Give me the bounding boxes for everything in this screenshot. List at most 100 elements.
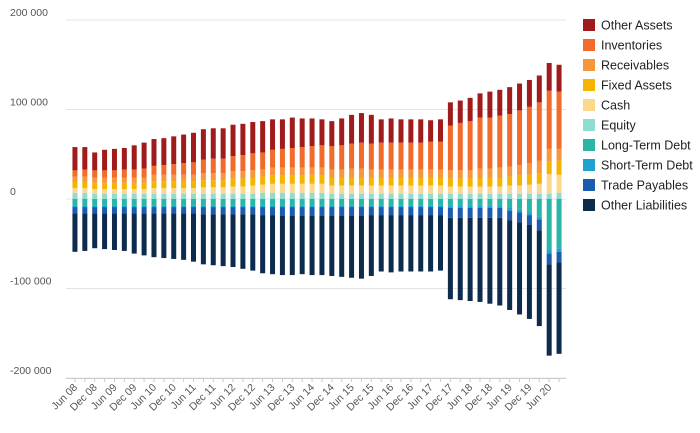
bar-segment [447, 170, 453, 179]
bar-segment [111, 189, 117, 194]
bar-segment [378, 169, 384, 178]
bar-segment [309, 146, 315, 168]
bar-segment [279, 175, 285, 184]
bar-segment [270, 192, 276, 199]
bar-segment [398, 177, 404, 186]
bar-segment [339, 207, 345, 217]
bar-segment [151, 139, 157, 166]
y-tick-label: 200 000 [10, 7, 48, 19]
bar-segment [141, 168, 147, 178]
bar-segment [408, 177, 414, 186]
bar-segment [299, 118, 305, 148]
legend-item[interactable]: Equity [583, 119, 636, 133]
bar-segment [161, 188, 167, 194]
bar-segment [270, 149, 276, 168]
bar-segment [200, 180, 206, 188]
bar-segment [111, 182, 117, 190]
bar-segment [428, 199, 434, 206]
legend-item[interactable]: Trade Payables [583, 179, 688, 193]
bar-segment [161, 207, 167, 214]
bar-segment [546, 199, 552, 251]
bar-segment [526, 212, 532, 216]
legend-label: Receivables [601, 59, 669, 73]
bar-segment [497, 207, 503, 218]
bar-segment [368, 205, 374, 208]
bar-segment [556, 192, 562, 199]
bar-segment [111, 199, 117, 206]
bar-segment [497, 193, 503, 199]
legend-swatch [583, 59, 595, 71]
bar-segment [556, 148, 562, 161]
bar-segment [289, 216, 295, 276]
bar-segment [111, 205, 117, 208]
bar-segment [82, 188, 88, 193]
legend-item[interactable]: Long-Term Debt [583, 139, 691, 153]
bar-segment [526, 106, 532, 164]
bar-segment [92, 213, 98, 249]
bar-segment [368, 207, 374, 216]
bar-segment [279, 216, 285, 276]
bar-segment [467, 121, 473, 171]
bar-segment [447, 186, 453, 194]
bar-segment [72, 181, 78, 189]
legend-label: Inventories [601, 39, 662, 53]
bar-segment [536, 199, 542, 217]
bar-segment [358, 142, 364, 169]
bar-segment [536, 75, 542, 103]
legend-item[interactable]: Inventories [583, 39, 662, 53]
bar-segment [210, 214, 216, 266]
bar-segment [299, 199, 305, 206]
bar-segment [546, 264, 552, 356]
legend-item[interactable]: Cash [583, 99, 630, 113]
bar-segment [556, 160, 562, 175]
bar-segment [309, 205, 315, 208]
bar-segment [171, 199, 177, 206]
bar-segment [191, 193, 196, 199]
bar-segment [250, 214, 256, 271]
bar-segment [191, 207, 196, 214]
bar-segment [260, 215, 266, 274]
bar-segment [250, 170, 256, 178]
bar-segment [210, 173, 216, 181]
bar-segment [517, 222, 523, 315]
legend-item[interactable]: Short-Term Debt [583, 159, 693, 173]
legend-item[interactable]: Other Liabilities [583, 199, 687, 213]
bar-segment [546, 173, 552, 194]
legend-item[interactable]: Fixed Assets [583, 79, 672, 93]
legend-item[interactable]: Other Assets [583, 19, 673, 33]
bar-segment [329, 199, 335, 206]
bar-segment [72, 213, 78, 252]
bar-segment [299, 216, 305, 275]
bar-segment [92, 207, 98, 214]
bar-segment [171, 136, 177, 165]
bar-segment [339, 118, 345, 146]
bar-segment [309, 167, 315, 176]
y-tick-label: 0 [10, 186, 16, 198]
bar-segment [289, 199, 295, 206]
bar-segment [418, 185, 424, 194]
legend-item[interactable]: Receivables [583, 59, 669, 73]
bar-segment [161, 181, 167, 189]
bar-segment [408, 215, 414, 272]
bar-segment [349, 205, 355, 208]
bar-segment [102, 182, 108, 190]
bar-segment [438, 141, 443, 170]
bar-segment [279, 192, 285, 199]
bar-segment [378, 142, 384, 170]
bar-segment [536, 219, 542, 231]
bar-segment [507, 199, 513, 208]
bar-segment [487, 186, 493, 194]
bar-segment [408, 193, 414, 199]
bar-segment [546, 62, 552, 91]
bar-segment [418, 119, 424, 143]
bar-segment [487, 117, 493, 169]
bar-segment [171, 164, 177, 175]
bar-segment [141, 177, 147, 183]
bar-segment [230, 124, 236, 157]
bar-segment [368, 193, 374, 199]
bar-segment [487, 177, 493, 187]
bar-segment [368, 114, 374, 144]
bar-segment [447, 217, 453, 300]
bar-segment [210, 205, 216, 208]
legend-swatch [583, 119, 595, 131]
